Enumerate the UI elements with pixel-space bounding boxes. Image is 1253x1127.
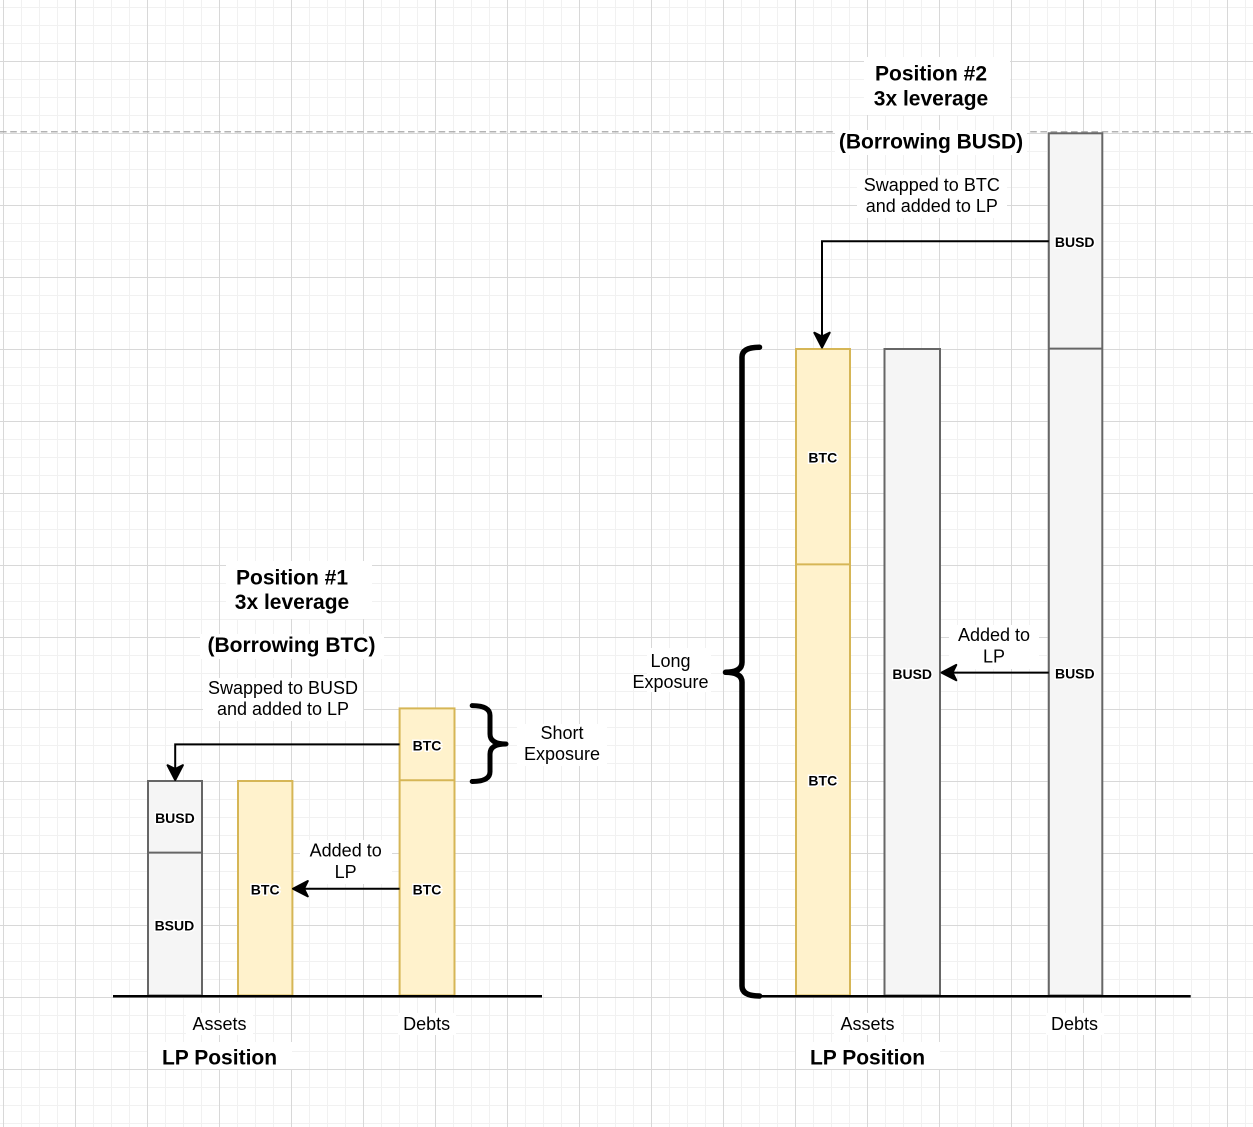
svg-text:Added to: Added to bbox=[958, 625, 1030, 645]
svg-text:LP Position: LP Position bbox=[810, 1047, 925, 1070]
svg-text:and added to LP: and added to LP bbox=[217, 699, 349, 719]
svg-text:Debts: Debts bbox=[403, 1014, 450, 1034]
svg-text:BUSD: BUSD bbox=[155, 810, 195, 826]
svg-text:Swapped to BTC: Swapped to BTC bbox=[864, 175, 1000, 195]
svg-text:Assets: Assets bbox=[840, 1014, 894, 1034]
svg-text:LP: LP bbox=[335, 862, 357, 882]
svg-text:LP: LP bbox=[983, 647, 1005, 667]
svg-text:Added to: Added to bbox=[310, 840, 382, 860]
svg-text:BTC: BTC bbox=[413, 882, 442, 898]
svg-text:Swapped to BUSD: Swapped to BUSD bbox=[208, 678, 358, 698]
svg-text:BTC: BTC bbox=[413, 738, 442, 754]
svg-text:BTC: BTC bbox=[251, 882, 280, 898]
svg-text:(Borrowing BUSD): (Borrowing BUSD) bbox=[839, 130, 1023, 153]
svg-text:3x leverage: 3x leverage bbox=[874, 87, 988, 110]
svg-text:(Borrowing BTC): (Borrowing BTC) bbox=[208, 634, 376, 657]
svg-text:3x leverage: 3x leverage bbox=[235, 591, 349, 614]
svg-text:Position #2: Position #2 bbox=[875, 63, 987, 86]
svg-text:Exposure: Exposure bbox=[632, 672, 708, 692]
svg-text:Debts: Debts bbox=[1051, 1014, 1098, 1034]
svg-text:Long: Long bbox=[650, 651, 690, 671]
svg-text:Exposure: Exposure bbox=[524, 744, 600, 764]
svg-text:BSUD: BSUD bbox=[155, 917, 195, 933]
svg-text:BUSD: BUSD bbox=[892, 666, 932, 682]
svg-text:and added to LP: and added to LP bbox=[866, 196, 998, 216]
svg-text:BTC: BTC bbox=[808, 773, 837, 789]
svg-text:Position #1: Position #1 bbox=[236, 567, 348, 590]
svg-text:BUSD: BUSD bbox=[1055, 234, 1095, 250]
svg-text:BUSD: BUSD bbox=[1055, 666, 1095, 682]
svg-text:Short: Short bbox=[540, 723, 583, 743]
svg-text:BTC: BTC bbox=[808, 450, 837, 466]
svg-text:LP Position: LP Position bbox=[162, 1047, 277, 1070]
svg-text:Assets: Assets bbox=[192, 1014, 246, 1034]
